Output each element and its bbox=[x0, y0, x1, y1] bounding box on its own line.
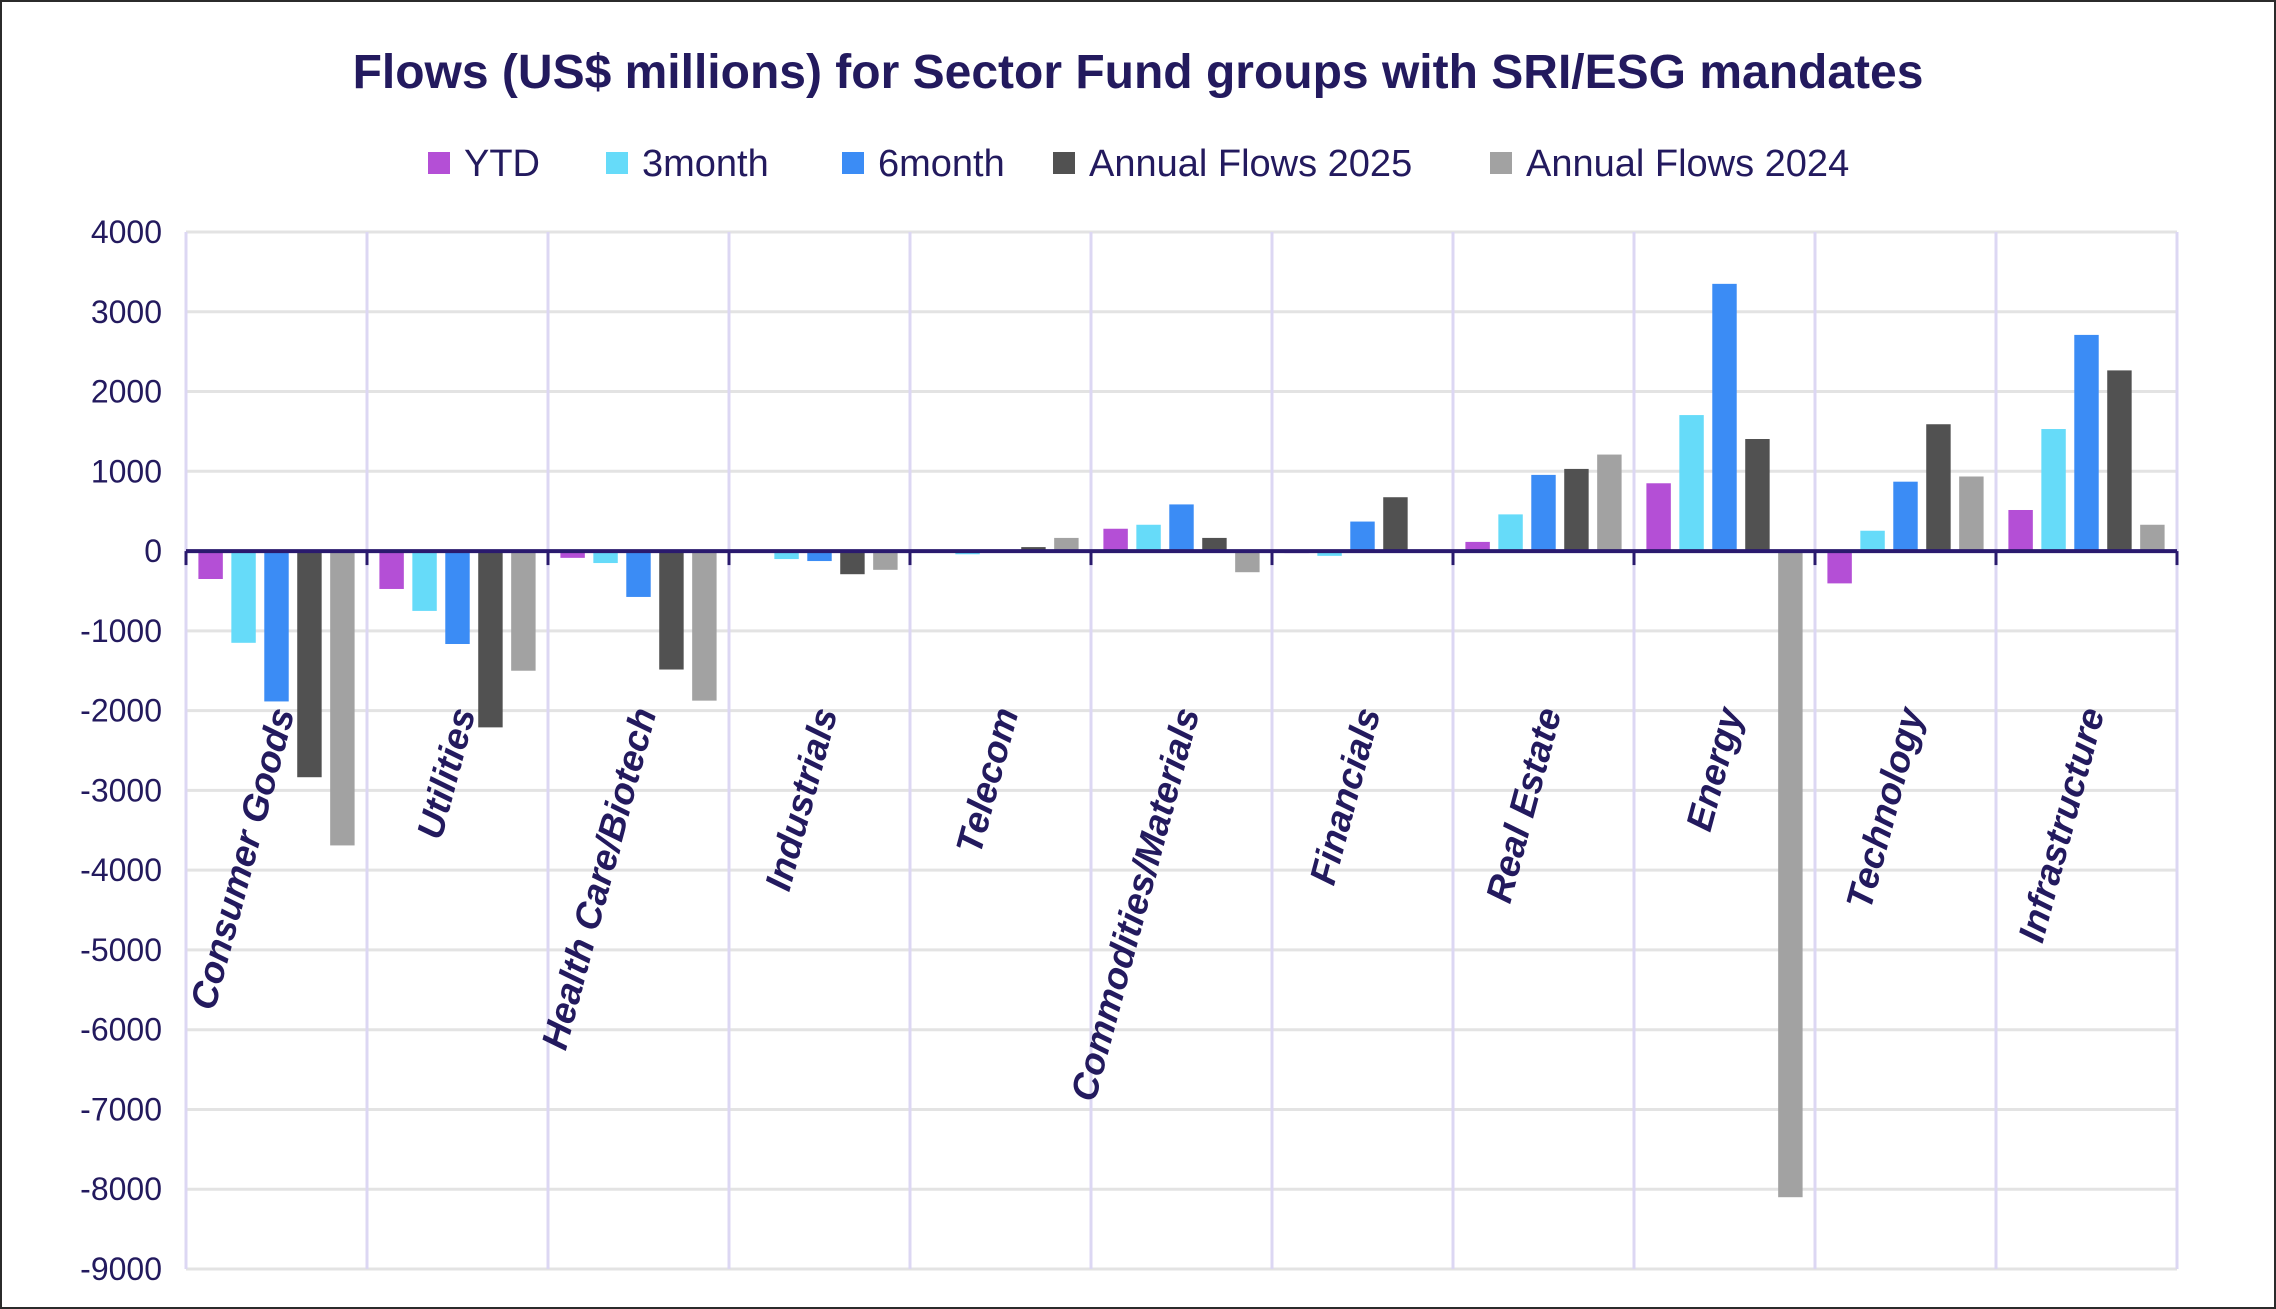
bar-ytd bbox=[198, 551, 223, 579]
legend-label: 3month bbox=[642, 143, 769, 185]
bar-annual-flows-2025 bbox=[840, 551, 865, 575]
legend-swatch bbox=[1053, 152, 1075, 174]
y-tick-label: -3000 bbox=[80, 772, 162, 808]
bar-3month bbox=[2041, 429, 2066, 552]
bar-3month bbox=[231, 551, 256, 643]
bar-3month bbox=[1679, 415, 1704, 552]
legend-item: 3month bbox=[606, 143, 769, 185]
category-label: Industrials bbox=[757, 703, 845, 894]
bar-3month bbox=[1498, 514, 1523, 552]
bar-annual-flows-2025 bbox=[1202, 537, 1227, 552]
legend-item: 6month bbox=[842, 143, 1005, 185]
bar-3month bbox=[412, 551, 437, 611]
legend-swatch bbox=[428, 152, 450, 174]
category-label: Health Care/Biotech bbox=[534, 703, 665, 1053]
bar-annual-flows-2024 bbox=[511, 551, 536, 671]
bar-annual-flows-2024 bbox=[1597, 454, 1622, 552]
bar-annual-flows-2024 bbox=[1054, 537, 1079, 552]
category-label: Energy bbox=[1678, 701, 1751, 835]
bar-6month bbox=[264, 551, 289, 702]
bar-annual-flows-2025 bbox=[1745, 439, 1770, 552]
category-label: Financials bbox=[1302, 703, 1388, 888]
legend-item: Annual Flows 2025 bbox=[1053, 143, 1412, 185]
bar-6month bbox=[1350, 521, 1375, 552]
bar-6month bbox=[626, 551, 651, 597]
category-label: Technology bbox=[1838, 701, 1932, 913]
bar-3month bbox=[1860, 530, 1885, 552]
y-tick-label: 2000 bbox=[91, 374, 162, 410]
legend-swatch bbox=[1490, 152, 1512, 174]
bar-annual-flows-2024 bbox=[1778, 551, 1803, 1198]
bar-6month bbox=[1169, 504, 1194, 552]
bar-6month bbox=[2074, 334, 2099, 552]
bar-3month bbox=[774, 551, 799, 560]
bar-3month bbox=[1136, 524, 1161, 552]
gridlines bbox=[184, 230, 2179, 1271]
y-tick-label: -4000 bbox=[80, 852, 162, 888]
axes bbox=[184, 549, 2179, 566]
legend-label: YTD bbox=[464, 143, 540, 185]
category-label: Utilities bbox=[409, 703, 483, 843]
bar-ytd bbox=[1646, 483, 1671, 552]
bar-ytd bbox=[1465, 541, 1490, 552]
legend-item: YTD bbox=[428, 143, 540, 185]
bar-3month bbox=[593, 551, 618, 564]
legend-swatch bbox=[842, 152, 864, 174]
bar-6month bbox=[445, 551, 470, 645]
bar-annual-flows-2024 bbox=[873, 551, 898, 570]
category-label: Infrastructure bbox=[2010, 703, 2112, 946]
y-tick-label: -5000 bbox=[80, 932, 162, 968]
bar-annual-flows-2024 bbox=[1235, 551, 1260, 573]
bar-3month bbox=[1317, 551, 1342, 556]
y-tick-label: 0 bbox=[144, 533, 162, 569]
y-tick-label: 4000 bbox=[91, 214, 162, 250]
bar-ytd bbox=[1827, 551, 1852, 584]
category-label: Telecom bbox=[948, 703, 1026, 857]
axis-labels: 4000 3000 2000 1000 0 -1000 -2000 -3000 -4000 -50… bbox=[80, 214, 2112, 1287]
bar-annual-flows-2024 bbox=[692, 551, 717, 701]
y-tick-label: 1000 bbox=[91, 453, 162, 489]
bar-annual-flows-2024 bbox=[1959, 476, 1984, 552]
legend: YTD 3month 6month Annual Flows 2025 Annual F… bbox=[428, 143, 1849, 185]
bar-6month bbox=[807, 551, 832, 562]
bar-annual-flows-2025 bbox=[1926, 424, 1951, 552]
y-tick-label: 3000 bbox=[91, 294, 162, 330]
y-tick-label: -2000 bbox=[80, 693, 162, 729]
chart-title: Flows (US$ millions) for Sector Fund gro… bbox=[353, 46, 1924, 99]
bar-annual-flows-2024 bbox=[330, 551, 355, 846]
y-tick-label: -7000 bbox=[80, 1091, 162, 1127]
legend-label: Annual Flows 2024 bbox=[1526, 143, 1849, 185]
bar-annual-flows-2025 bbox=[659, 551, 684, 670]
bar-ytd bbox=[560, 551, 585, 558]
bar-ytd bbox=[1103, 528, 1128, 552]
legend-label: 6month bbox=[878, 143, 1005, 185]
bar-ytd bbox=[379, 551, 404, 589]
category-label: Consumer Goods bbox=[182, 703, 302, 1013]
y-tick-label: -8000 bbox=[80, 1171, 162, 1207]
legend-swatch bbox=[606, 152, 628, 174]
y-tick-label: -9000 bbox=[80, 1251, 162, 1287]
bar-annual-flows-2025 bbox=[1383, 497, 1408, 552]
bar-6month bbox=[1712, 283, 1737, 552]
category-label: Commodities/Materials bbox=[1063, 703, 1207, 1105]
legend-item: Annual Flows 2024 bbox=[1490, 143, 1849, 185]
y-tick-label: -1000 bbox=[80, 613, 162, 649]
category-label: Real Estate bbox=[1478, 703, 1569, 906]
bars bbox=[198, 283, 2165, 1198]
y-tick-label: -6000 bbox=[80, 1012, 162, 1048]
bar-6month bbox=[1893, 481, 1918, 552]
legend-label: Annual Flows 2025 bbox=[1089, 143, 1412, 185]
bar-ytd bbox=[2008, 509, 2033, 552]
bar-annual-flows-2025 bbox=[1564, 468, 1589, 552]
bar-annual-flows-2025 bbox=[2107, 370, 2132, 552]
bar-6month bbox=[1531, 474, 1556, 552]
bar-annual-flows-2025 bbox=[297, 551, 322, 778]
bar-annual-flows-2024 bbox=[2140, 524, 2165, 552]
bar-annual-flows-2025 bbox=[478, 551, 503, 728]
